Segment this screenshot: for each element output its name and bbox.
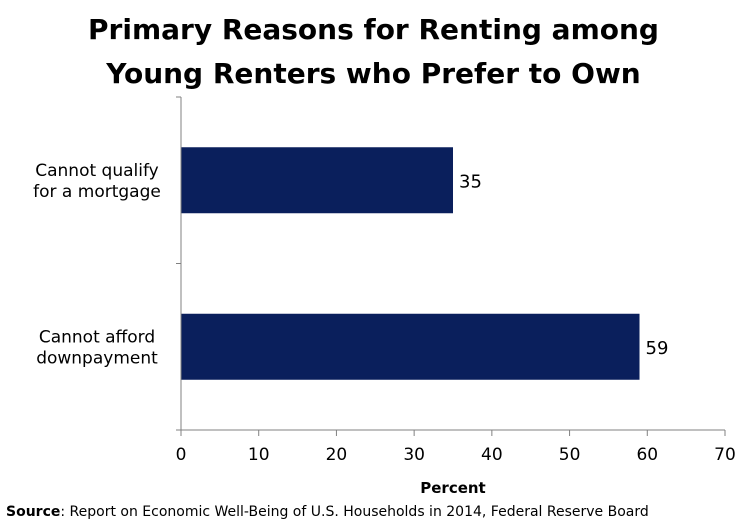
- x-tick-label: 60: [636, 445, 658, 465]
- data-label: 59: [646, 338, 669, 359]
- x-tick-label: 40: [481, 445, 503, 465]
- source-text: : Report on Economic Well-Being of U.S. …: [60, 504, 649, 520]
- axes: [176, 96, 726, 436]
- x-tick-label: 20: [326, 445, 348, 465]
- bars: [181, 147, 640, 380]
- x-tick-label: 50: [559, 445, 581, 465]
- x-tick-label: 0: [176, 445, 187, 465]
- x-axis-label: Percent: [420, 479, 485, 497]
- x-tick-labels: 0 10 20 30 40 50 60 70: [176, 445, 736, 465]
- source-label: Source: [6, 504, 61, 520]
- source-note: Source: Report on Economic Well-Being of…: [6, 504, 649, 520]
- bar: [181, 147, 453, 214]
- category-label: Cannot qualify: [35, 161, 158, 181]
- data-labels: 35 59: [459, 171, 668, 359]
- bar: [181, 313, 640, 380]
- chart-title-line-2: Young Renters who Prefer to Own: [106, 57, 641, 90]
- category-label: for a mortgage: [33, 182, 161, 202]
- chart-title-line-1: Primary Reasons for Renting among: [88, 13, 659, 46]
- data-label: 35: [459, 171, 482, 192]
- x-tick-label: 70: [714, 445, 736, 465]
- category-label: downpayment: [36, 348, 158, 368]
- chart-title: Primary Reasons for Renting among Young …: [0, 8, 747, 96]
- category-label: Cannot afford: [39, 327, 155, 347]
- x-tick-label: 30: [403, 445, 425, 465]
- x-tick-label: 10: [248, 445, 270, 465]
